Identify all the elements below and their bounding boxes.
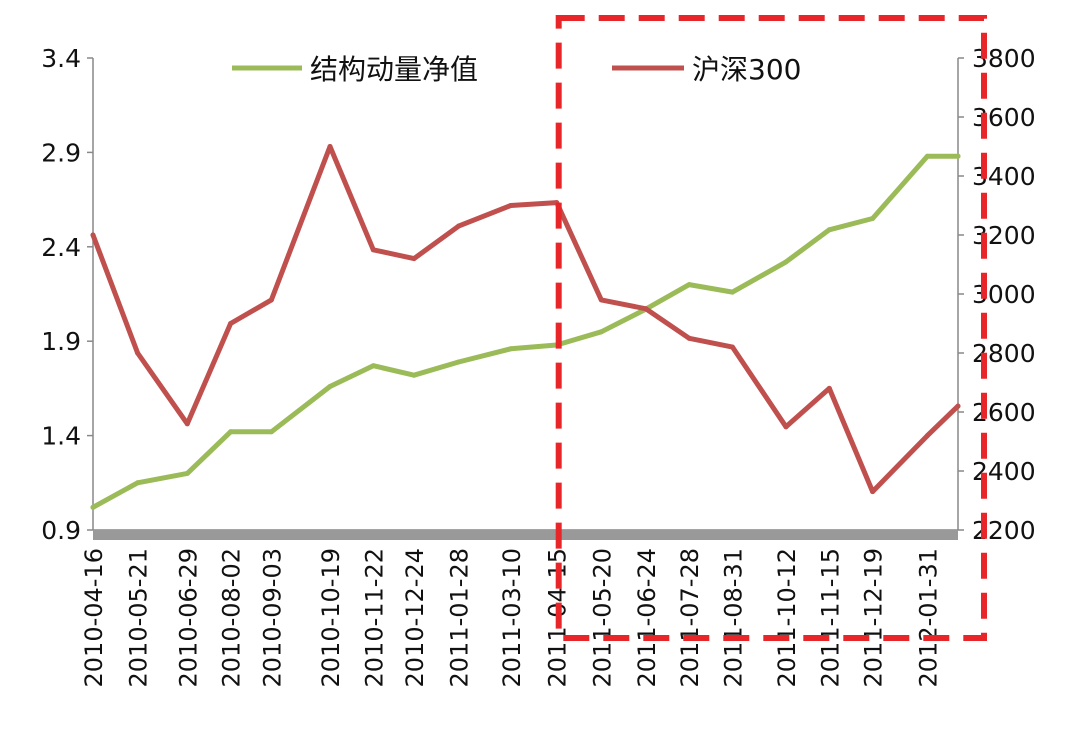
series-1-point [508,203,514,208]
x-tick-label: 2011-10-12 [773,548,801,687]
series-0-point [268,429,274,435]
axes [92,58,959,540]
series-0-point [686,282,692,288]
series-line-1 [90,144,961,495]
series-1-point [730,344,735,350]
x-tick-label: 2010-12-24 [401,548,429,687]
x-tick-label: 2011-01-28 [446,548,474,687]
legend-label-series-1: 沪深300 [692,53,801,86]
x-tick-label: 2010-04-16 [80,548,108,687]
series-1-point [870,489,876,495]
series-1-point [411,256,417,262]
series-1-point [268,297,274,303]
x-tick-label: 2010-05-21 [125,548,153,687]
series-0-point [826,227,832,233]
x-tick-label: 2011-05-20 [588,548,616,687]
series-0-point [327,384,333,389]
legend-label-series-0: 结构动量净值 [310,53,478,86]
series-1-point [643,306,649,312]
series-1-point [327,144,333,149]
series-1-point [456,223,462,229]
series-1-point [686,335,692,341]
series-layer [90,144,961,510]
x-tick-label: 2011-07-28 [676,548,704,687]
series-0-point [924,153,930,159]
series-1-point [184,421,190,427]
series-1-point [90,232,96,238]
series-0-point [783,259,789,265]
x-tick-label: 2011-11-15 [816,548,844,687]
x-tick-label: 2011-08-31 [720,548,748,687]
series-0-point [228,429,234,435]
series-1-point [135,350,141,356]
series-1-point [826,385,832,391]
series-1-point [598,297,604,303]
x-tick-label: 2010-08-02 [218,548,246,687]
series-1-point [783,424,789,430]
series-0-point [370,363,376,369]
x-tick-label: 2010-11-22 [360,548,388,687]
x-tick-label: 2010-10-19 [317,548,345,687]
x-axis-ticks: 2010-04-16 2010-05-21 2010-06-29 2010-08-02… [80,548,942,687]
series-0-point [90,504,96,510]
series-0-point [411,372,417,378]
highlight-dashed-box [555,15,987,641]
x-tick-label: 2010-06-29 [174,548,202,687]
left-y-tick-label: 2.9 [41,138,81,167]
legend: 结构动量净值 沪深300 [232,53,801,86]
x-tick-label: 2011-06-24 [633,548,661,687]
series-0-point [730,289,735,295]
left-y-tick-label: 1.9 [41,327,81,356]
series-0-point [598,329,604,335]
left-y-ticks: 0.9 1.4 1.9 2.4 2.9 3.4 [41,44,93,545]
x-tick-label: 2010-09-03 [258,548,286,687]
left-y-tick-label: 2.4 [41,233,81,262]
series-1-point [228,321,234,326]
left-y-tick-label: 3.4 [41,44,81,73]
series-1-point [955,403,961,409]
series-1-point [924,433,930,439]
x-tick-label: 2011-12-19 [860,548,888,687]
series-0-point [508,346,514,352]
x-tick-label: 2011-03-10 [498,548,526,687]
series-0-point [955,153,961,159]
series-0-point [456,359,462,365]
left-y-tick-label: 1.4 [41,422,81,451]
x-axis-tick-band [93,530,958,540]
x-tick-label: 2012-01-31 [914,548,942,687]
series-line-0 [90,153,961,510]
series-0-point [870,216,876,221]
left-y-tick-label: 0.9 [41,516,81,545]
series-0-point [135,480,141,486]
series-1-point [370,247,376,253]
series-0-point [184,470,190,476]
